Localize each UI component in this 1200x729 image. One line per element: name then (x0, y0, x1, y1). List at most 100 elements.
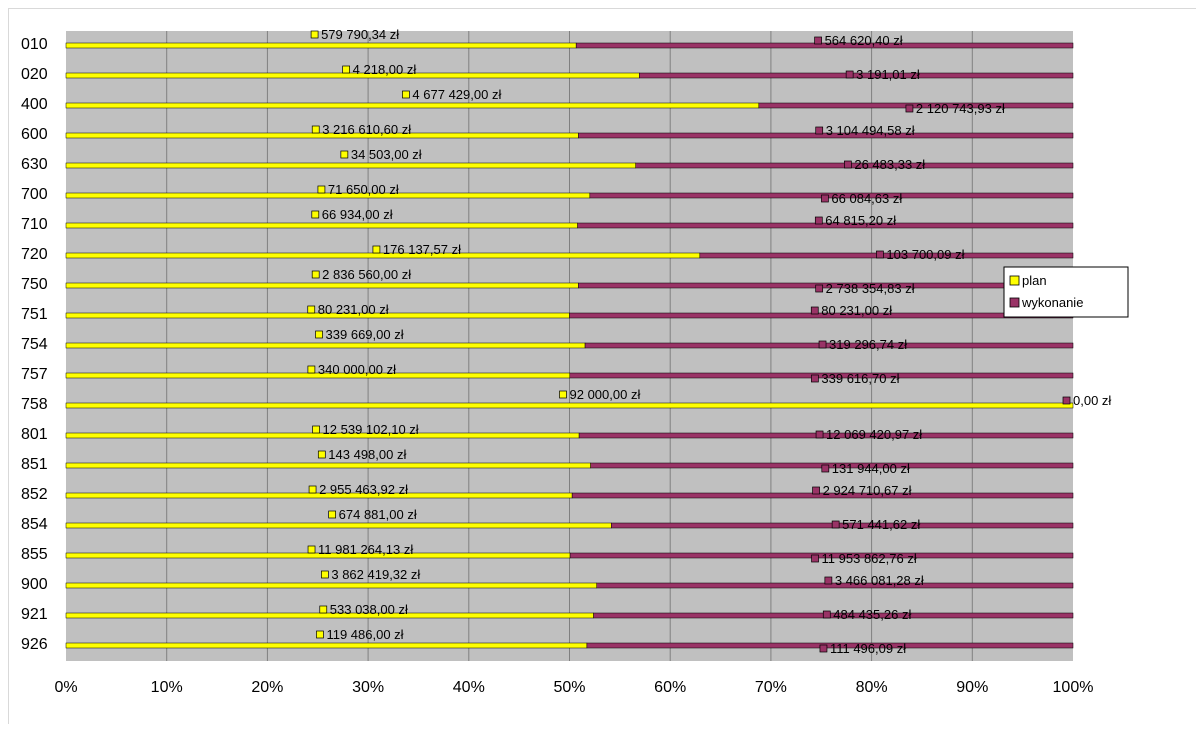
chart-frame (8, 8, 1196, 724)
category-label: 758 (21, 396, 48, 413)
plan-label-key (319, 605, 328, 614)
plan-label-key (372, 245, 381, 254)
bar-wykonanie (635, 162, 1074, 169)
wykonanie-label-key (831, 520, 840, 529)
plan-data-label: 11 981 264,13 zł (318, 542, 413, 557)
wykonanie-label-key (818, 340, 827, 349)
bar-wykonanie (596, 582, 1074, 589)
wykonanie-data-label: 103 700,09 zł (886, 247, 964, 262)
plan-data-label: 71 650,00 zł (328, 182, 399, 197)
bar-plan (65, 222, 578, 229)
wykonanie-data-label: 12 069 420,97 zł (826, 427, 922, 442)
bar-plan (65, 642, 588, 649)
wykonanie-label-key (810, 306, 819, 315)
category-label: 700 (21, 186, 48, 203)
category-label: 801 (21, 426, 48, 443)
bar-wykonanie (584, 342, 1074, 349)
bar-plan (65, 42, 577, 49)
category-label: 852 (21, 486, 48, 503)
wykonanie-label-key (845, 70, 854, 79)
plan-data-label: 80 231,00 zł (318, 302, 389, 317)
bar-plan (65, 402, 1074, 409)
plan-label-key (317, 450, 326, 459)
plan-label-key (311, 270, 320, 279)
bar-wykonanie (699, 252, 1074, 259)
bar-wykonanie (578, 132, 1074, 139)
plan-data-label: 674 881,00 zł (339, 507, 417, 522)
plan-data-label: 34 503,00 zł (351, 147, 422, 162)
bar-wykonanie (569, 372, 1074, 379)
wykonanie-data-label: 131 944,00 zł (832, 461, 910, 476)
wykonanie-label-key (814, 36, 822, 45)
bar-plan (65, 342, 586, 349)
wykonanie-label-key (844, 160, 852, 169)
category-label: 630 (21, 156, 48, 173)
category-label: 750 (21, 276, 48, 293)
plan-label-key (321, 570, 329, 579)
wykonanie-data-label: 319 296,74 zł (829, 337, 907, 352)
bar-plan (65, 102, 760, 109)
plan-label-key (312, 425, 320, 434)
bar-plan (65, 522, 612, 529)
plan-data-label: 339 669,00 zł (326, 327, 404, 342)
x-tick-label: 50% (553, 679, 585, 696)
wykonanie-label-key (815, 284, 824, 293)
wykonanie-label-key (905, 104, 914, 113)
plan-label-key (340, 150, 349, 159)
category-label: 854 (21, 516, 48, 533)
wykonanie-data-label: 564 620,40 zł (825, 33, 903, 48)
wykonanie-label-key (815, 126, 824, 135)
x-tick-label: 80% (856, 679, 888, 696)
plan-data-label: 579 790,34 zł (321, 27, 399, 42)
category-label: 010 (21, 36, 48, 53)
plan-label-key (310, 30, 319, 39)
x-tick-label: 10% (151, 679, 183, 696)
category-label: 020 (21, 66, 48, 83)
plan-data-label: 3 862 419,32 zł (331, 567, 420, 582)
wykonanie-data-label: 571 441,62 zł (842, 517, 920, 532)
bar-plan (65, 162, 636, 169)
wykonanie-label-key (1062, 396, 1071, 405)
category-label: 900 (21, 576, 48, 593)
wykonanie-label-key (815, 430, 824, 439)
category-label: 600 (21, 126, 48, 143)
bar-plan (65, 582, 597, 589)
plan-data-label: 92 000,00 zł (570, 387, 641, 402)
plan-data-label: 4 677 429,00 zł (412, 87, 501, 102)
plan-data-label: 340 000,00 zł (318, 362, 396, 377)
wykonanie-data-label: 0,00 zł (1073, 393, 1111, 408)
wykonanie-data-label: 2 120 743,93 zł (916, 101, 1005, 116)
wykonanie-data-label: 3 466 081,28 zł (835, 573, 924, 588)
plan-data-label: 119 486,00 zł (326, 627, 403, 642)
category-label: 926 (21, 636, 48, 653)
bar-wykonanie (589, 192, 1074, 199)
plan-data-label: 3 216 610,60 zł (322, 122, 411, 137)
wykonanie-data-label: 111 496,09 zł (830, 641, 906, 656)
wykonanie-label-key (819, 644, 828, 653)
wykonanie-label-key (812, 486, 820, 495)
bar-wykonanie (590, 462, 1074, 469)
plan-label-key (559, 390, 567, 399)
wykonanie-data-label: 80 231,00 zł (821, 303, 892, 318)
bar-wykonanie (586, 642, 1074, 649)
category-label: 757 (21, 366, 48, 383)
legend-swatch-plan (1009, 275, 1020, 286)
category-label: 921 (21, 606, 48, 623)
category-label: 754 (21, 336, 48, 353)
wykonanie-data-label: 64 815,20 zł (825, 213, 896, 228)
x-tick-label: 70% (755, 679, 787, 696)
category-label: 851 (21, 456, 48, 473)
x-tick-label: 40% (453, 679, 485, 696)
category-label: 710 (21, 216, 48, 233)
plan-label-key (316, 630, 324, 639)
wykonanie-data-label: 3 104 494,58 zł (826, 123, 915, 138)
category-label: 720 (21, 246, 48, 263)
bar-plan (65, 282, 579, 289)
plan-data-label: 143 498,00 zł (328, 447, 406, 462)
plan-data-label: 2 955 463,92 zł (319, 482, 408, 497)
wykonanie-label-key (821, 194, 829, 203)
plan-label-key (328, 510, 336, 519)
plan-data-label: 176 137,57 zł (383, 242, 461, 257)
wykonanie-data-label: 3 191,01 zł (856, 67, 920, 82)
